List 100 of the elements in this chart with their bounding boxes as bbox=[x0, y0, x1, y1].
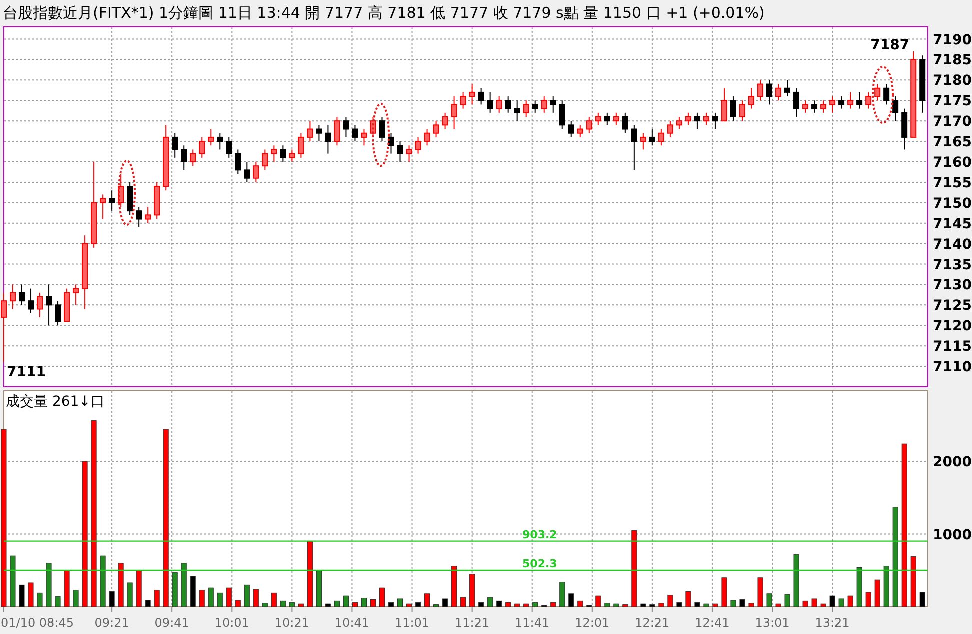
candlestick bbox=[856, 92, 863, 110]
candlestick bbox=[316, 124, 322, 142]
bar bbox=[874, 580, 880, 608]
bar bbox=[343, 596, 349, 608]
candlestick bbox=[848, 92, 854, 110]
bar bbox=[712, 604, 718, 608]
bar bbox=[298, 604, 304, 608]
bar bbox=[784, 594, 790, 608]
candlestick bbox=[226, 136, 232, 158]
candlestick bbox=[478, 88, 484, 106]
x-tick-label: 11:41 bbox=[515, 616, 550, 630]
y-tick-label: 7145 bbox=[933, 216, 972, 232]
bar bbox=[217, 592, 223, 608]
bar bbox=[802, 600, 808, 608]
bar bbox=[424, 594, 430, 608]
candlestick bbox=[739, 100, 746, 122]
y-tick-label: 7110 bbox=[933, 360, 972, 376]
candlestick bbox=[73, 284, 80, 306]
bar bbox=[812, 598, 818, 608]
bar bbox=[902, 444, 908, 608]
bar bbox=[704, 604, 710, 608]
candlestick bbox=[217, 132, 224, 150]
candlestick bbox=[802, 100, 809, 114]
candlestick bbox=[325, 124, 332, 154]
bar bbox=[560, 582, 566, 608]
bar bbox=[838, 598, 844, 608]
candlestick bbox=[181, 145, 188, 171]
bar bbox=[235, 600, 241, 608]
bar bbox=[776, 604, 782, 608]
candlestick bbox=[172, 132, 178, 158]
bar bbox=[244, 584, 250, 608]
candlestick bbox=[190, 149, 196, 167]
bar bbox=[145, 600, 151, 608]
candlestick bbox=[415, 136, 422, 154]
bar bbox=[910, 556, 916, 608]
bar bbox=[19, 584, 25, 608]
y-tick-label: 2000 bbox=[933, 454, 972, 471]
annotation: 成交量 261↓口 bbox=[6, 394, 105, 410]
candlestick bbox=[676, 116, 682, 130]
candlestick bbox=[307, 120, 314, 142]
bar bbox=[676, 602, 682, 608]
candlestick bbox=[46, 284, 52, 326]
bar bbox=[208, 588, 214, 608]
candlestick bbox=[559, 100, 566, 130]
candlestick bbox=[794, 88, 800, 118]
candlestick bbox=[812, 100, 818, 114]
x-tick-label: 12:21 bbox=[635, 616, 670, 630]
bar bbox=[452, 566, 458, 608]
x-tick-label: 10:21 bbox=[274, 616, 310, 630]
candlestick bbox=[874, 84, 881, 102]
y-tick-label: 7155 bbox=[933, 175, 972, 192]
bar bbox=[82, 461, 88, 608]
candlestick bbox=[667, 120, 674, 138]
bar bbox=[722, 578, 728, 608]
bar bbox=[568, 594, 574, 608]
bar bbox=[46, 563, 52, 608]
chart-title: 台股指數近月(FITX*1) 1分鐘圖 11日 13:44 開 7177 高 7181 低 7177 收 7179 s點 量 1150 口 +1 (+0.01%) bbox=[3, 4, 765, 22]
bar bbox=[406, 604, 412, 608]
x-tick-label: 09:21 bbox=[94, 616, 130, 630]
candlestick bbox=[280, 145, 286, 162]
x-tick-label: 09:41 bbox=[154, 616, 190, 630]
candlestick bbox=[730, 96, 736, 122]
candlestick bbox=[379, 116, 386, 142]
y-tick-label: 7165 bbox=[933, 134, 972, 151]
candlestick bbox=[397, 141, 404, 162]
bar bbox=[55, 596, 61, 608]
bar bbox=[532, 602, 538, 608]
bar bbox=[118, 563, 124, 608]
candlestick bbox=[10, 284, 16, 310]
candlestick bbox=[37, 292, 44, 318]
candlestick bbox=[100, 194, 106, 220]
bar bbox=[154, 590, 160, 608]
bar bbox=[190, 576, 196, 608]
bar bbox=[370, 599, 376, 608]
y-tick-label: 7170 bbox=[933, 114, 972, 130]
y-tick-label: 7115 bbox=[933, 339, 972, 356]
bar bbox=[10, 556, 16, 608]
bar bbox=[73, 590, 79, 608]
candlestick bbox=[55, 300, 62, 326]
candlestick bbox=[613, 112, 620, 126]
candlestick bbox=[884, 84, 890, 106]
candlestick bbox=[604, 112, 610, 126]
candlestick bbox=[685, 112, 692, 126]
bar bbox=[136, 570, 142, 608]
bar bbox=[632, 530, 638, 608]
candlestick bbox=[496, 96, 502, 114]
x-tick-label: 13:21 bbox=[815, 616, 850, 630]
x-tick-label: 12:01 bbox=[575, 616, 610, 630]
bar bbox=[253, 589, 259, 608]
candlestick bbox=[568, 120, 574, 138]
candlestick bbox=[721, 88, 728, 122]
bar bbox=[470, 574, 476, 608]
x-tick-label: 10:01 bbox=[214, 616, 250, 630]
candlestick bbox=[595, 112, 602, 126]
bar bbox=[604, 603, 610, 608]
candlestick bbox=[109, 190, 116, 212]
candlestick bbox=[145, 206, 152, 224]
candlestick bbox=[28, 288, 34, 314]
bar bbox=[172, 572, 178, 608]
candlestick bbox=[866, 92, 872, 110]
